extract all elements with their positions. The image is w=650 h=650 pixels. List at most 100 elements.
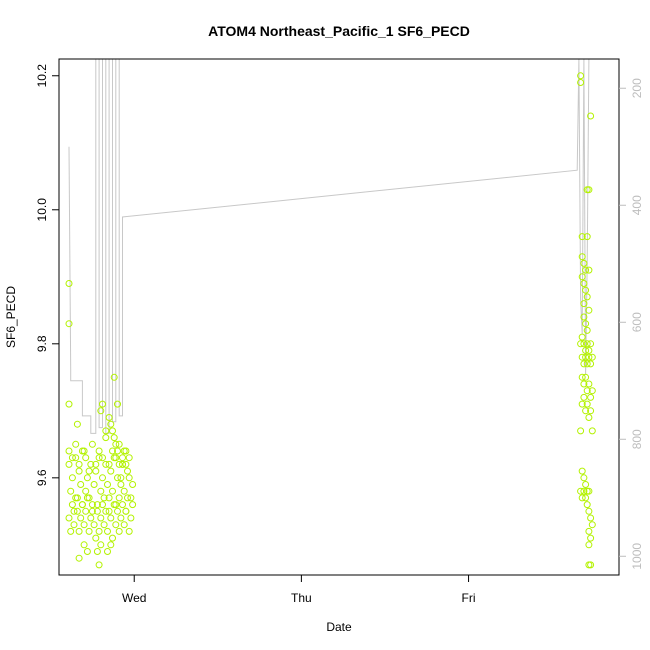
data-point (105, 460, 113, 468)
data-point (582, 266, 590, 274)
data-point (100, 494, 108, 502)
data-point (92, 460, 100, 468)
data-point (99, 400, 106, 408)
data-point (109, 534, 116, 542)
data-point (65, 514, 73, 522)
data-point (583, 186, 591, 194)
data-point (92, 534, 100, 542)
data-point (129, 481, 137, 488)
data-point (583, 360, 591, 368)
data-point (577, 79, 585, 86)
data-point (104, 548, 111, 555)
data-point (70, 507, 78, 515)
data-point (102, 427, 110, 435)
data-point (125, 527, 133, 535)
data-point (115, 494, 123, 502)
point-series (65, 72, 596, 569)
data-point (577, 427, 585, 435)
data-point (93, 507, 101, 515)
data-point (119, 454, 126, 462)
line-series (68, 58, 590, 434)
data-point (582, 286, 590, 294)
data-point (115, 527, 123, 535)
data-point (585, 353, 593, 361)
data-point (85, 527, 93, 535)
data-point (585, 487, 593, 495)
data-point (588, 387, 596, 395)
data-point (587, 112, 595, 120)
data-point (585, 347, 593, 354)
data-point (93, 548, 101, 555)
data-point (104, 481, 111, 488)
data-point (580, 474, 588, 482)
data-point (100, 521, 108, 529)
data-point (75, 467, 83, 475)
series-line-0 (68, 58, 590, 434)
data-point (125, 474, 133, 482)
data-point (72, 494, 80, 502)
y2-tick-label: 400 (630, 195, 644, 215)
data-point (580, 313, 588, 321)
data-point (580, 280, 588, 287)
data-point (99, 474, 106, 482)
y2-tick-label: 200 (630, 78, 644, 98)
data-point (97, 514, 105, 522)
x-tick-label: Fri (462, 591, 476, 605)
data-point (577, 340, 585, 348)
data-point (587, 340, 595, 348)
data-point (582, 494, 590, 502)
data-point (102, 507, 110, 515)
data-point (585, 541, 593, 549)
data-point (99, 454, 106, 462)
data-point (110, 501, 118, 509)
data-point (114, 447, 121, 455)
data-point (65, 460, 73, 468)
data-point (580, 360, 588, 368)
data-point (582, 353, 590, 361)
data-point (80, 541, 88, 549)
data-point (68, 474, 76, 482)
data-point (68, 454, 76, 462)
data-point (587, 360, 595, 368)
data-point (577, 487, 585, 495)
data-point (107, 467, 115, 475)
data-point (580, 340, 588, 348)
data-point (110, 373, 118, 381)
data-point (82, 487, 90, 495)
data-point (124, 494, 131, 502)
data-point (105, 494, 113, 502)
x-axis: Wed Thu Fri (122, 575, 476, 605)
data-point (105, 507, 113, 515)
data-point (109, 487, 116, 495)
data-point (77, 481, 85, 488)
data-point (122, 460, 130, 468)
data-point (65, 280, 73, 287)
y-tick-label: 9.8 (35, 335, 49, 352)
data-point (107, 514, 115, 522)
data-point (580, 393, 588, 401)
data-point (583, 233, 591, 241)
data-point (124, 467, 131, 475)
data-point (95, 454, 103, 462)
data-point (585, 380, 593, 388)
data-point (578, 333, 586, 341)
data-point (97, 541, 105, 549)
data-point (585, 266, 593, 274)
data-point (588, 427, 596, 435)
data-point (578, 494, 586, 502)
data-point (93, 501, 101, 509)
data-point (578, 400, 586, 408)
data-point (588, 521, 596, 529)
data-point (95, 447, 103, 455)
data-point (583, 340, 591, 348)
y2-tick-label: 1000 (630, 543, 644, 570)
data-point (129, 501, 137, 509)
data-point (109, 447, 116, 455)
data-point (582, 407, 590, 415)
data-point (582, 373, 590, 381)
data-point (70, 521, 78, 529)
data-point (583, 293, 591, 301)
data-point (65, 320, 73, 328)
data-point (120, 447, 128, 455)
